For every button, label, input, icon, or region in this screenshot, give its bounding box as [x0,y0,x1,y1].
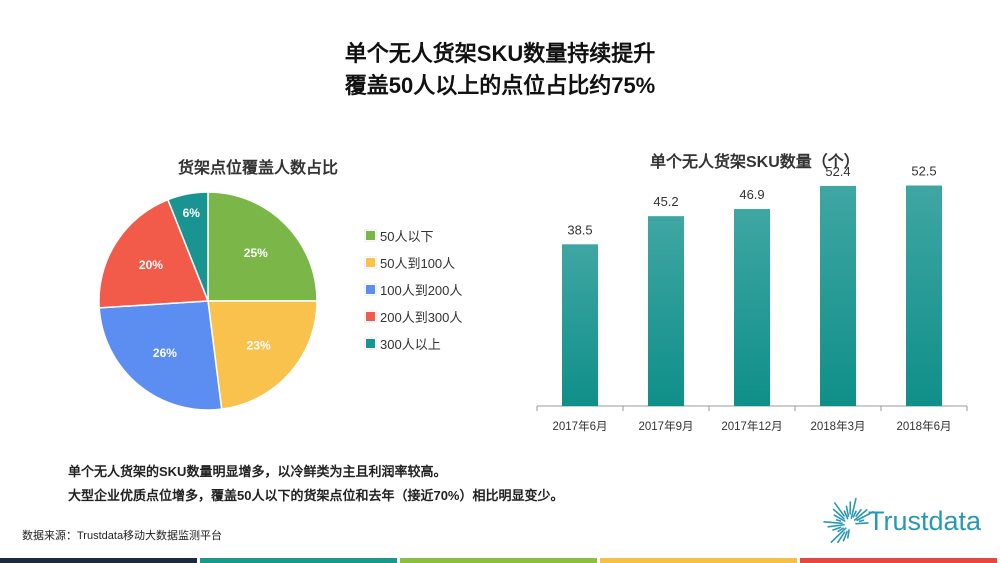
logo-ray [832,508,845,520]
bar [648,216,684,406]
logo-ray [833,514,846,522]
x-tick-label: 2018年3月 [811,419,866,433]
logo-ray [842,530,848,542]
legend-item: 100人到200人 [364,276,463,303]
bar-value-label: 52.5 [911,164,936,179]
title-line-1: 单个无人货架SKU数量持续提升 [344,41,656,66]
pie-slice [166,191,209,302]
pie-legend: 50人以下 50人到100人 100人到200人 200人到300人 300人以上 [364,222,463,357]
page-title: 单个无人货架SKU数量持续提升 覆盖50人以上的点位占比约75% [0,38,1000,102]
legend-swatch [364,256,377,269]
note-line-2: 大型企业优质点位增多，覆盖50人以下的货架点位和去年（接近70%）相比明显变少。 [68,488,564,503]
legend-swatch [364,310,377,323]
logo-ray [837,527,845,533]
legend-label: 50人到100人 [380,256,456,271]
logo-burst-icon [823,497,874,544]
logo-ray [827,523,845,528]
x-tick-label: 2018年6月 [897,419,952,433]
bar-chart-title: 单个无人货架SKU数量（个） [650,154,860,171]
logo-ray [845,505,850,517]
pie-slice-label: 26% [153,346,177,360]
pie-slice [207,191,318,302]
logo-ray [855,522,869,525]
bottom-bar-segment [400,558,597,563]
logo-ray [855,508,862,517]
legend-item: 300人以上 [364,330,462,357]
bar [562,244,598,406]
bottom-color-bar [0,558,1000,563]
bar [906,185,942,406]
legend-swatch [364,283,377,296]
bar-value-label: 46.9 [739,187,764,202]
trustdata-logo: Trustdata [823,496,991,546]
notes: 单个无人货架的SKU数量明显增多，以冷鲜类为主且利润率较高。 大型企业优质点位增… [68,460,563,508]
bar [820,185,856,406]
logo-ray [852,510,857,518]
logo-ray [833,502,845,517]
bar-value-label: 38.5 [567,222,592,237]
bar [734,209,770,406]
logo-ray [835,519,842,522]
logo-ray [830,527,847,543]
pie-slice-label: 20% [139,258,163,272]
bar-value-label: 45.2 [653,194,678,209]
legend-label: 200人到300人 [380,310,463,325]
logo-ray [832,526,842,531]
pie-slice [98,300,223,411]
logo-ray [853,509,868,521]
legend-swatch [364,229,377,242]
pie-slice [207,300,318,410]
logo-ray [843,510,849,520]
bar-value-label: 52.4 [825,164,850,179]
bottom-bar-segment [800,558,997,563]
logo-ray [858,519,865,523]
logo-ray [837,531,846,544]
x-tick-label: 2017年12月 [721,419,782,433]
pie-slice [98,198,210,309]
legend-item: 200人到300人 [364,303,463,330]
legend-swatch [364,337,377,350]
bottom-bar-segment [200,558,397,563]
logo-text: Trustdata [868,506,982,536]
logo-ray [823,520,843,525]
logo-ray [847,529,850,539]
title-line-2: 覆盖50人以上的点位占比约75% [344,73,656,98]
legend-label: 300人以上 [380,337,441,352]
bottom-bar-segment [0,558,197,563]
pie-slice-label: 25% [244,246,268,260]
pie-slice-label: 6% [183,206,201,220]
legend-item: 50人到100人 [364,249,462,276]
bottom-bar-segment [600,558,797,563]
note-line-1: 单个无人货架的SKU数量明显增多，以冷鲜类为主且利润率较高。 [68,464,447,479]
logo-ray [856,511,874,522]
pie-chart-title: 货架点位覆盖人数占比 [178,160,339,177]
legend-label: 100人到200人 [380,283,463,298]
x-tick-label: 2017年9月 [639,419,694,433]
logo-ray [850,497,857,519]
x-tick-label: 2017年6月 [553,419,608,433]
data-source: 数据来源：Trustdata移动大数据监测平台 [22,530,223,542]
legend-label: 50人以下 [380,229,434,244]
pie-slice-label: 23% [247,339,271,353]
legend-item: 50人以下 [364,222,462,249]
